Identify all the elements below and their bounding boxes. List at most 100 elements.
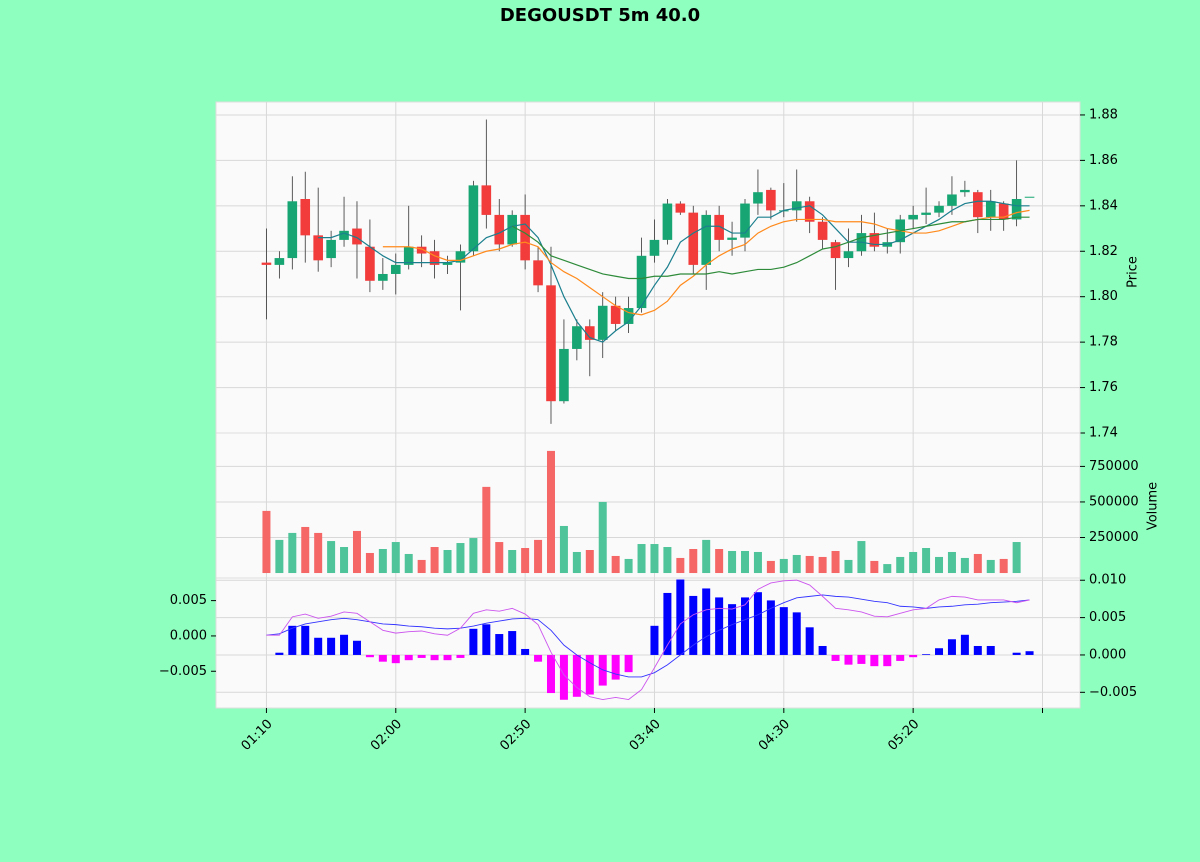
volume-bar [262,510,271,574]
volume-bar [482,486,491,574]
histogram-bar [844,654,853,665]
volume-bar [689,549,698,574]
candle-body [740,203,750,238]
candle-body [766,189,776,211]
y-tick-label: 1.84 [1089,198,1118,213]
histogram-bar [404,654,413,661]
volume-bar [314,532,323,574]
histogram-bar [417,654,426,658]
candle-body [960,189,970,193]
line [382,209,1030,316]
candle-body [636,255,647,309]
histogram-bar [702,588,711,655]
y-tick-label: 0.000 [1089,647,1126,662]
candle-body [339,230,349,240]
volume-bar [1012,542,1021,574]
y-tick-label: 1.82 [1089,244,1118,259]
plot-area [216,578,1080,708]
candle-body [753,192,763,204]
volume-bar [572,551,581,574]
candle-body [973,192,983,218]
line [511,216,1030,280]
histogram-bar [947,639,956,655]
histogram-bar [818,645,827,655]
candle-body [442,262,453,265]
volume-bar [508,549,517,574]
candle-body [869,233,880,247]
histogram-bar [546,654,555,694]
candle-body [261,262,272,265]
candle-body [804,201,815,222]
histogram-bar [559,654,568,700]
candle-body [714,214,724,240]
y-tick-label: 0.010 [1089,573,1126,588]
histogram-bar [391,654,400,664]
histogram-bar [469,628,478,655]
candle-body [507,214,517,245]
histogram-bar [340,634,349,655]
candle-body [546,285,556,402]
histogram-bar [728,604,737,655]
volume-bar [559,525,568,574]
candle-body [727,237,737,240]
histogram-bar [456,654,465,658]
histogram-bar [883,654,892,667]
candle-body [559,348,569,402]
x-tick-label: 01:10 [239,717,276,754]
volume-bar [585,549,594,574]
histogram-bar [922,654,931,655]
candle-body [675,203,686,213]
y-tick-label: 1.78 [1089,335,1118,350]
histogram-bar [715,597,724,655]
y2-tick-label: −0.005 [159,664,207,679]
volume-bar [909,551,918,574]
volume-bar [443,549,452,574]
volume-bar [495,542,504,574]
candle-body [584,326,595,340]
histogram-bar [430,654,439,661]
volume-bar [430,547,439,574]
histogram-bar [676,579,685,655]
histogram-bar [805,627,814,655]
candle-body [429,251,440,265]
volume-bar [624,558,633,574]
candle-body [403,246,414,265]
volume-bar [637,544,646,574]
y-tick-label: 750000 [1089,459,1139,474]
histogram-bar [482,624,491,655]
volume-bar [947,551,956,574]
volume-bar [327,541,336,574]
volume-bar [935,556,944,574]
histogram-bar [378,654,387,662]
candle-body [934,205,944,213]
candle-body [416,246,427,254]
y-tick-label: 1.86 [1089,153,1118,168]
candle-body [998,203,1009,220]
volume-bar [715,549,724,574]
volume-bar [779,558,788,574]
candle-body [494,214,505,245]
histogram-bar [1012,652,1021,655]
y2-tick-label: 0.000 [170,628,207,643]
candle-body [390,264,401,274]
histogram-bar [663,592,672,655]
x-tick-label: 02:00 [368,717,405,754]
histogram-bar [741,597,750,655]
y-axis-label: Price [1126,256,1141,288]
histogram-bar [909,654,918,658]
histogram-bar [870,654,879,667]
volume-bar [598,501,607,574]
histogram-bar [935,648,944,655]
histogram-bar [766,600,775,655]
candle-body [313,235,323,261]
candle-body [533,260,543,286]
x-tick-label: 02:50 [497,717,534,754]
histogram-bar [572,654,581,697]
panel [215,101,1081,434]
volume-bar [818,556,827,574]
histogram-bar [585,654,594,695]
histogram-bar [779,607,788,655]
line [266,579,1030,700]
candle-body [1024,196,1035,198]
candle-body [352,228,362,245]
